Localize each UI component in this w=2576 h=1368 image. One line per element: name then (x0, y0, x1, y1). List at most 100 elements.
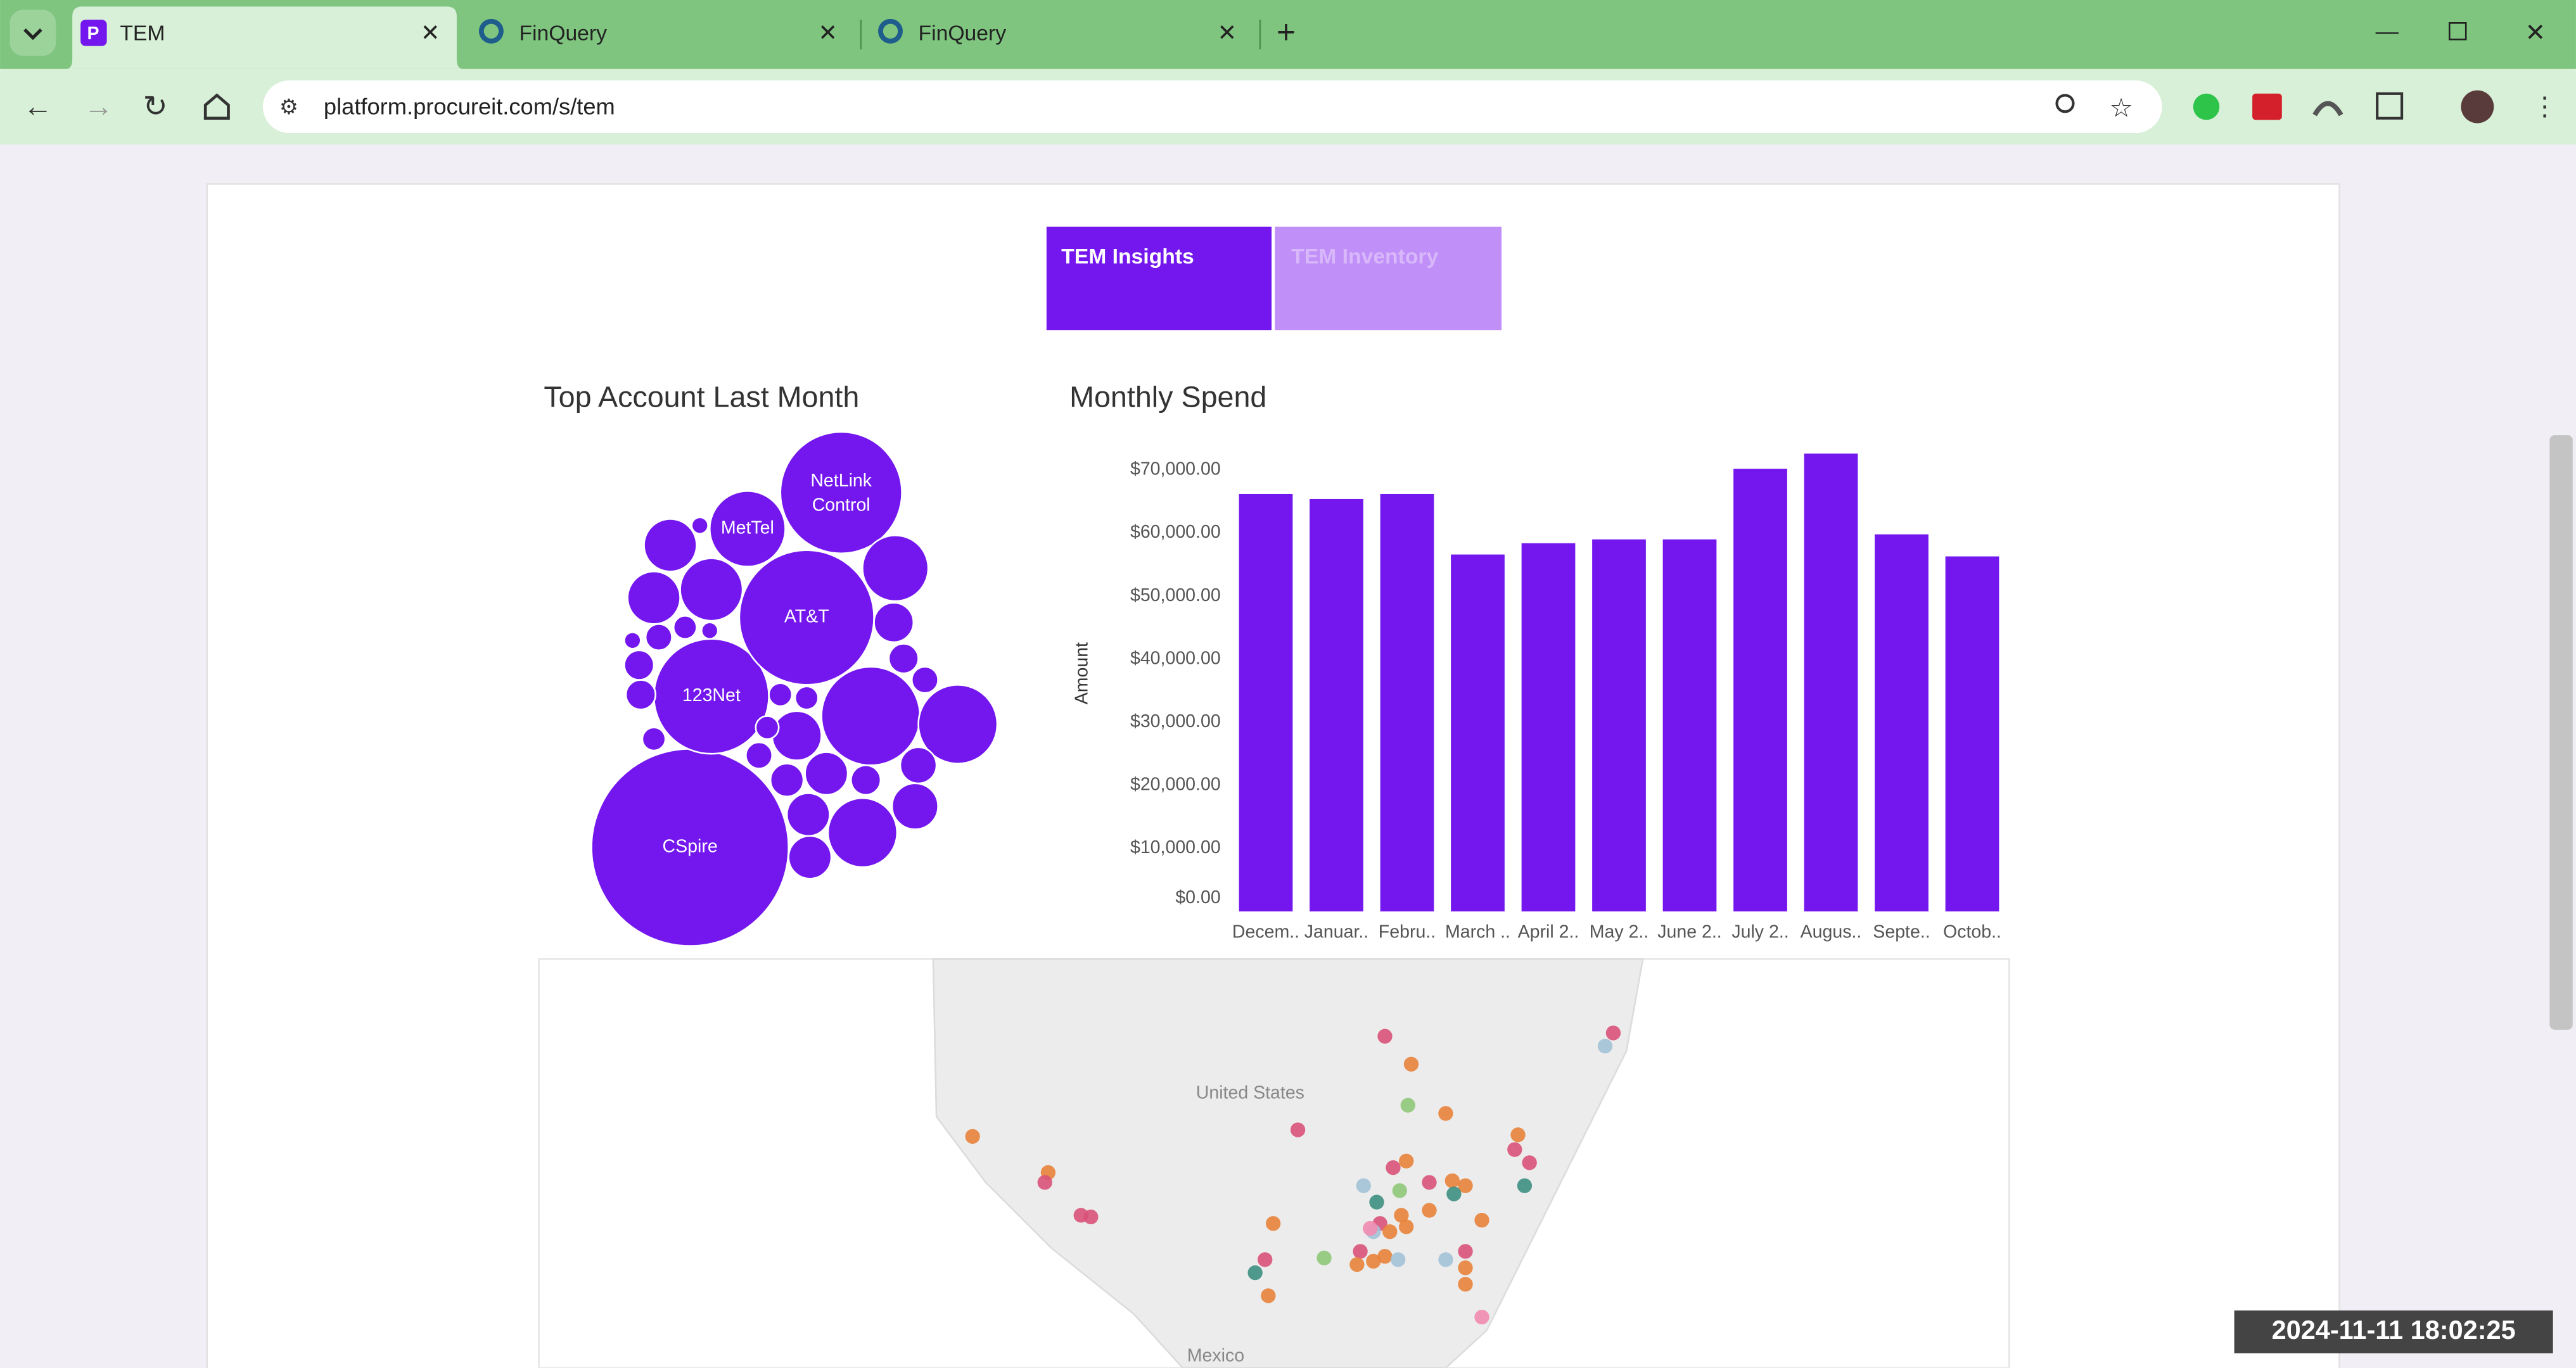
map-point (1458, 1244, 1473, 1259)
map-point (1507, 1142, 1522, 1157)
bubble (641, 726, 666, 752)
map-point (1399, 1219, 1414, 1234)
restore[interactable] (2448, 22, 2467, 41)
y-tick-label: $30,000.00 (1130, 711, 1221, 732)
map-point (1474, 1309, 1489, 1325)
tab-title[interactable]: FinQuery (919, 21, 1007, 45)
bar (1380, 493, 1434, 912)
map-point (1349, 1257, 1365, 1272)
bubble (827, 797, 898, 868)
map-point (1391, 1252, 1406, 1267)
y-tick-label: $50,000.00 (1130, 585, 1221, 605)
map-point (1317, 1250, 1332, 1265)
bubble-label: AT&T (784, 607, 829, 627)
bar (1733, 469, 1787, 912)
map-point (1438, 1106, 1453, 1121)
map-point (1382, 1224, 1398, 1239)
map-point (1377, 1029, 1393, 1044)
bubble (768, 682, 793, 707)
page-tab[interactable] (1275, 226, 1502, 331)
bar (1804, 453, 1858, 912)
bookmark[interactable]: ☆ (2110, 93, 2133, 123)
x-tick-label: March .. (1445, 922, 1510, 942)
tab-list-button[interactable] (10, 10, 56, 56)
x-tick-label: Decem.. (1232, 922, 1299, 942)
y-tick-label: $0.00 (1175, 887, 1220, 908)
map-point (1422, 1175, 1437, 1190)
extensions[interactable] (2376, 92, 2404, 120)
home[interactable] (203, 93, 230, 120)
bubble-label: CSpire (663, 837, 718, 857)
bubble (700, 621, 719, 640)
extension[interactable] (2312, 101, 2343, 117)
map-label: Mexico (1187, 1345, 1244, 1365)
bar (1239, 493, 1293, 912)
map-point (1458, 1277, 1473, 1292)
page-tab-active[interactable] (1046, 226, 1272, 331)
map-point (1377, 1249, 1393, 1264)
tab-close[interactable]: ✕ (421, 20, 440, 46)
minimize[interactable]: — (2376, 18, 2399, 44)
bubble (691, 516, 709, 535)
map-point (1369, 1194, 1384, 1210)
map-point (1422, 1203, 1437, 1218)
forward[interactable]: → (84, 89, 113, 122)
new-tab[interactable]: + (1277, 13, 1296, 50)
extension[interactable] (2252, 93, 2282, 120)
bar (1662, 539, 1717, 912)
bubble (779, 431, 903, 555)
svg-text:P: P (87, 23, 99, 44)
x-tick-label: Augus.. (1801, 922, 1862, 942)
map-point (1394, 1208, 1409, 1223)
bubble-label: 123Net (682, 685, 741, 706)
reload[interactable]: ↻ (143, 89, 168, 122)
extension[interactable] (2193, 93, 2220, 120)
back[interactable]: ← (23, 89, 53, 122)
y-tick-label: $40,000.00 (1130, 648, 1221, 668)
map-point (1597, 1039, 1613, 1054)
map-point (1356, 1178, 1371, 1193)
x-tick-label: June 2.. (1657, 922, 1721, 942)
map-label: United States (1196, 1082, 1304, 1103)
map-point (1446, 1186, 1462, 1201)
menu[interactable]: ⋮ (2532, 91, 2558, 121)
map-point (1353, 1244, 1368, 1259)
url: platform.procureit.com/s/tem (324, 94, 615, 120)
bubble (755, 715, 780, 740)
bubble (643, 518, 698, 573)
active-tab[interactable] (65, 6, 464, 69)
bubble (627, 571, 681, 625)
page-tab-label: TEM Inventory (1291, 244, 1438, 269)
page-tab-label: TEM Insights (1061, 244, 1194, 269)
x-tick-label: Febru.. (1379, 922, 1436, 942)
bar (1945, 556, 1999, 912)
tab-close[interactable]: ✕ (818, 20, 837, 46)
svg-text:⚙: ⚙ (279, 95, 298, 119)
bubble (623, 649, 655, 681)
map-point (1386, 1160, 1401, 1175)
address-bar[interactable] (262, 80, 2162, 134)
scrollbar[interactable] (2549, 435, 2573, 1030)
bubble (910, 666, 939, 694)
bubble (787, 835, 832, 880)
close-window[interactable]: ✕ (2525, 20, 2546, 47)
bubble-label: NetLink Control (810, 470, 872, 515)
bubble (623, 631, 642, 650)
timestamp: 2024-11-11 18:02:25 (2272, 1315, 2516, 1345)
map-point (1522, 1155, 1537, 1170)
bubble (625, 679, 656, 711)
bar (1310, 498, 1363, 912)
bubble (873, 602, 915, 643)
tab-title[interactable]: FinQuery (519, 21, 607, 45)
map-point (1247, 1265, 1263, 1281)
profile[interactable] (2461, 90, 2494, 124)
map-point (1444, 1173, 1460, 1189)
bubble (862, 535, 929, 602)
chart-title: Monthly Spend (1069, 380, 1266, 413)
map-point (1605, 1025, 1621, 1041)
tab-close[interactable]: ✕ (1217, 20, 1236, 46)
map-point (965, 1129, 980, 1144)
bubble (891, 782, 939, 830)
tab-title: TEM (120, 21, 165, 45)
map-point (1517, 1178, 1533, 1193)
